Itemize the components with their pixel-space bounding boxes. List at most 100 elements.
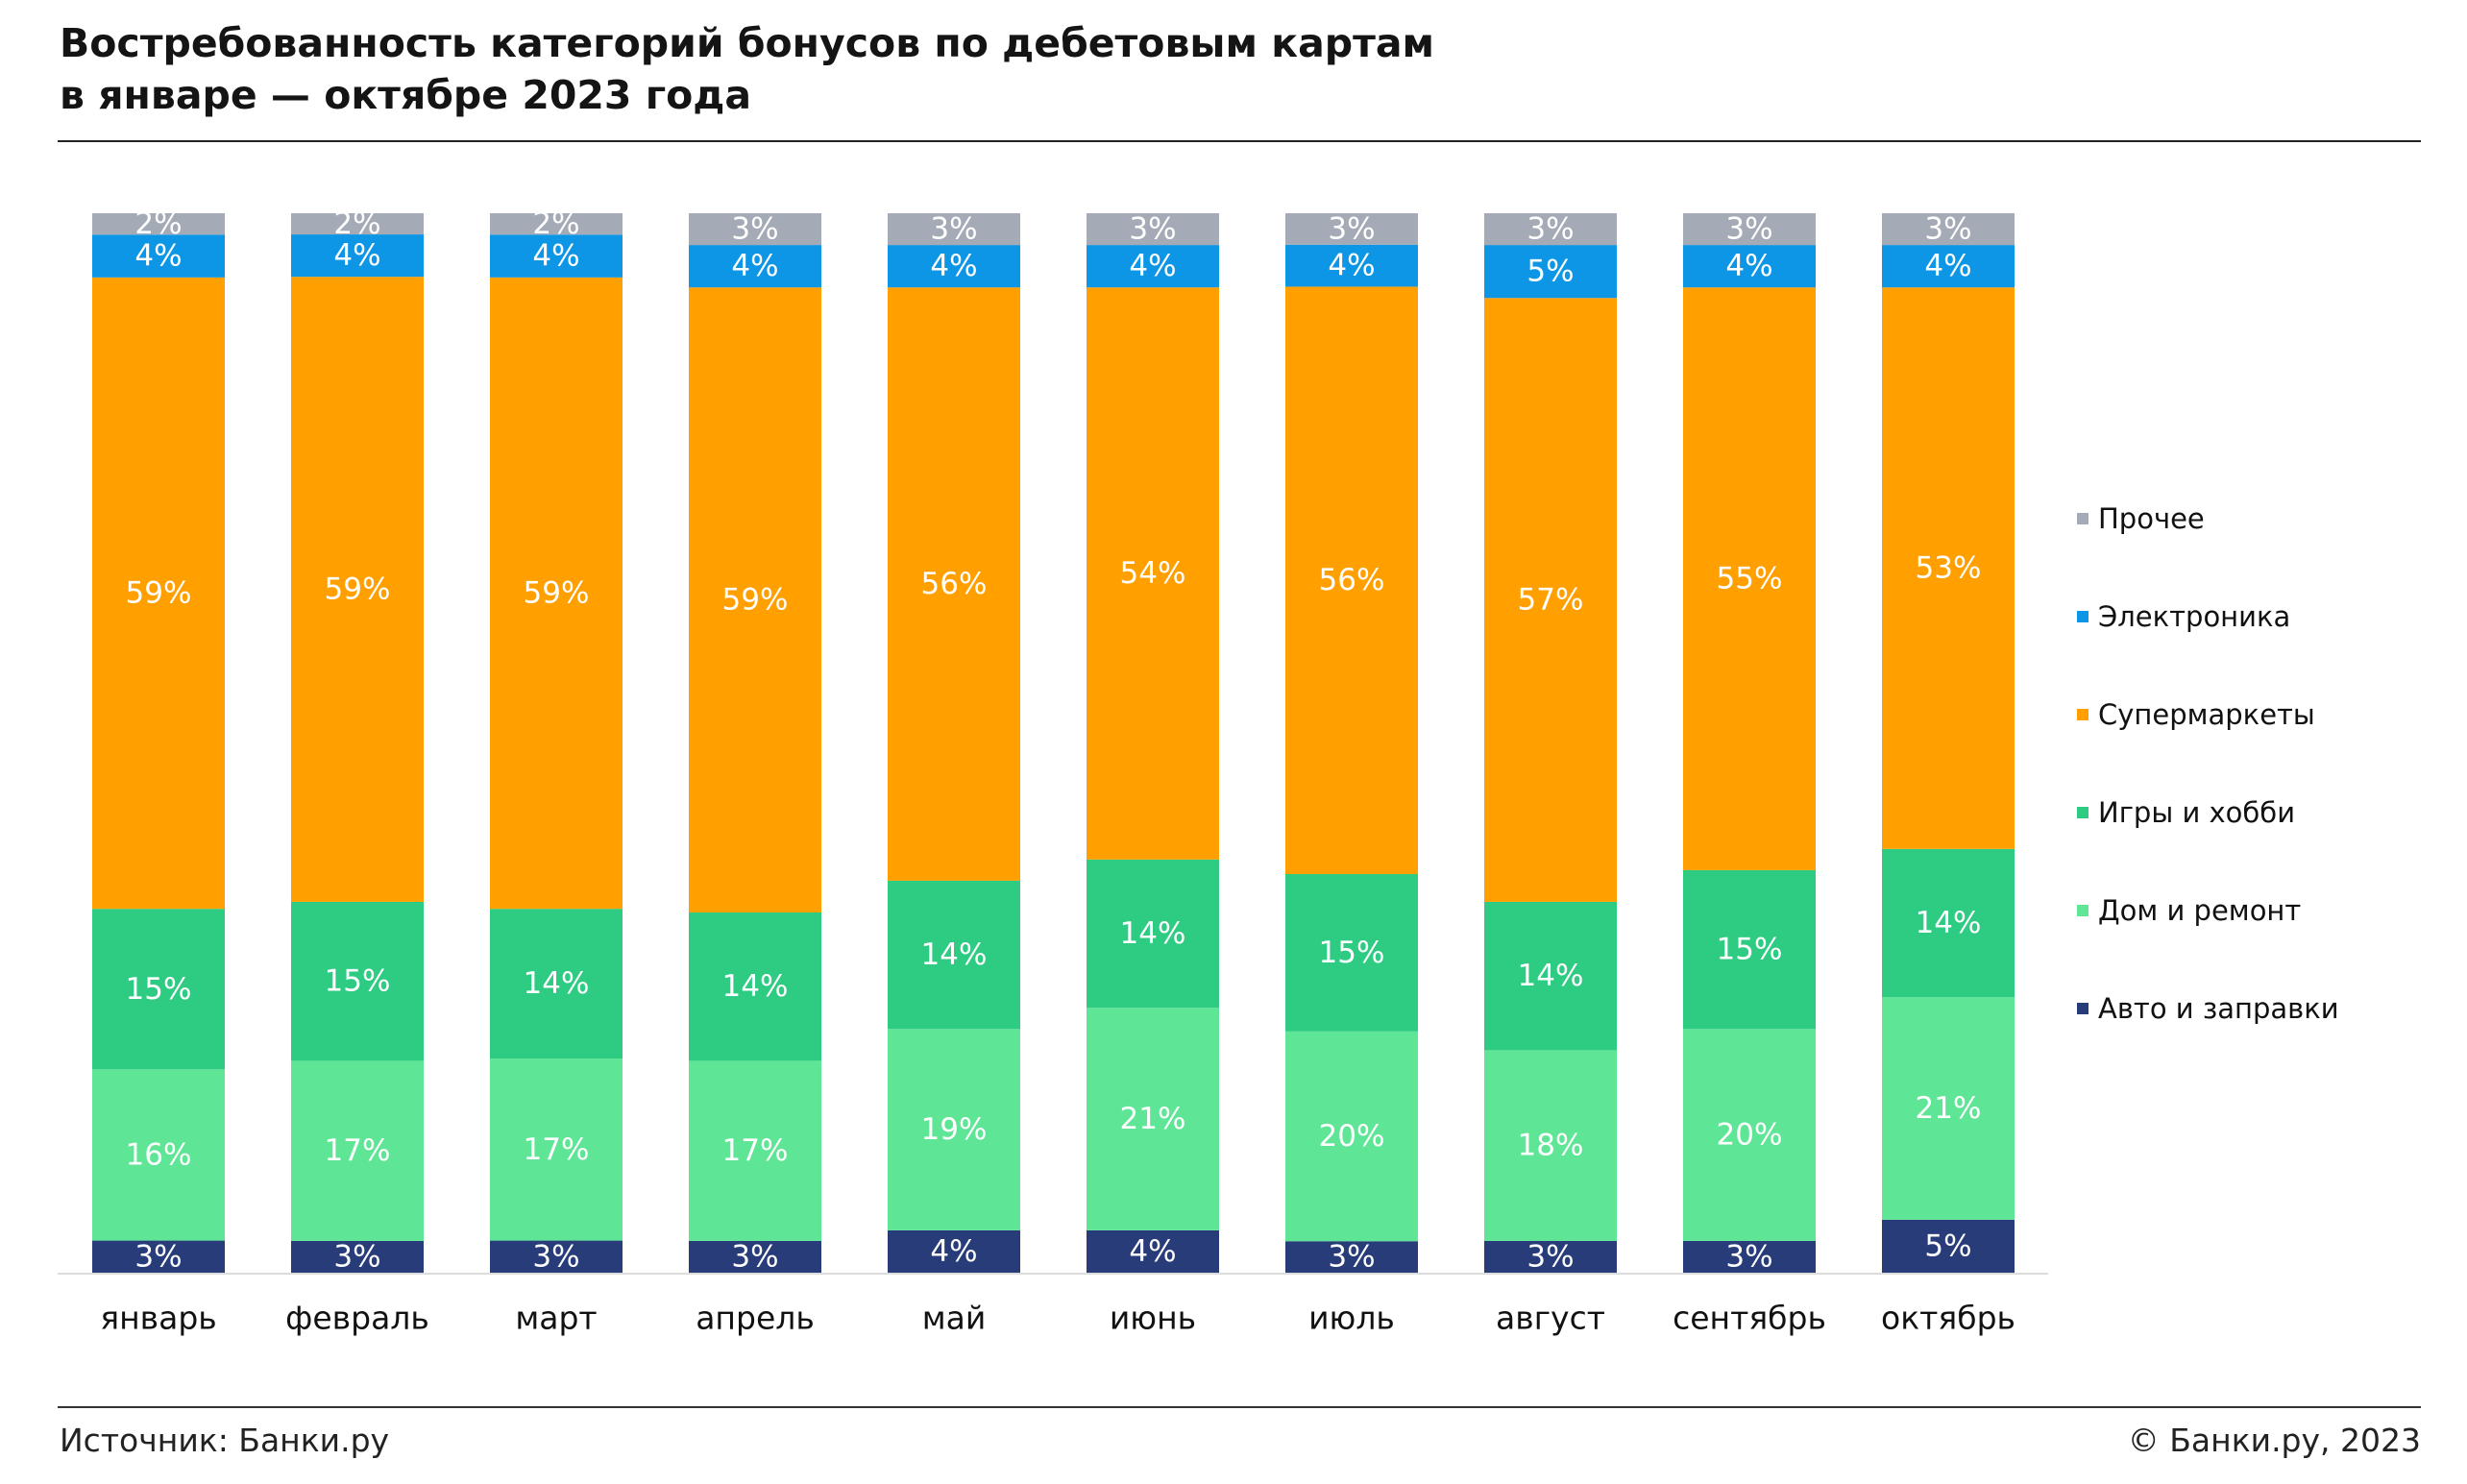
legend-label-other: Прочее <box>2098 502 2205 535</box>
x-tick-label-7: июль <box>1308 1300 1395 1337</box>
chart-title: Востребованность категорий бонусов по де… <box>60 17 1693 121</box>
data-label-supermarkets-8: 57% <box>1518 583 1584 618</box>
legend-swatch-games <box>2077 807 2088 818</box>
x-tick-label-5: май <box>922 1300 987 1337</box>
data-label-supermarkets-10: 53% <box>1916 551 1982 586</box>
data-label-home-8: 18% <box>1518 1129 1584 1163</box>
data-label-auto-6: 4% <box>1129 1234 1176 1269</box>
legend-swatch-other <box>2077 513 2088 524</box>
chart-title-line-1: Востребованность категорий бонусов по де… <box>60 20 1435 66</box>
data-label-games-9: 15% <box>1717 933 1783 967</box>
data-label-other-10: 3% <box>1924 212 1971 247</box>
bar-segment-home-9 <box>1683 1029 1816 1241</box>
x-tick-label-8: август <box>1496 1300 1605 1337</box>
bar-segment-auto-10 <box>1882 1219 2015 1273</box>
bar-segment-electronics-5 <box>888 245 1020 288</box>
data-label-home-1: 16% <box>126 1137 192 1172</box>
legend-label-games: Игры и хобби <box>2098 796 2296 829</box>
legend-swatch-electronics <box>2077 611 2088 622</box>
bar-segment-games-1 <box>92 909 225 1070</box>
bar-segment-other-6 <box>1087 213 1219 246</box>
data-label-supermarkets-3: 59% <box>524 576 590 611</box>
data-label-games-4: 14% <box>722 969 789 1004</box>
data-label-supermarkets-1: 59% <box>126 576 192 611</box>
data-label-electronics-6: 4% <box>1129 249 1176 283</box>
legend-swatch-home <box>2077 905 2088 916</box>
bar-segment-auto-1 <box>92 1240 225 1273</box>
bar-segment-games-3 <box>490 909 623 1059</box>
x-tick-label-1: январь <box>100 1300 217 1337</box>
bar-segment-auto-2 <box>291 1240 424 1273</box>
chart-title-line-2: в январе — октябре 2023 года <box>60 72 752 118</box>
data-label-auto-3: 3% <box>532 1239 579 1274</box>
data-label-other-5: 3% <box>930 212 977 247</box>
bar-segment-auto-6 <box>1087 1229 1219 1273</box>
bar-segment-games-9 <box>1683 869 1816 1030</box>
data-label-other-4: 3% <box>731 212 778 247</box>
data-label-other-6: 3% <box>1129 212 1176 247</box>
bar-segment-supermarkets-5 <box>888 287 1020 881</box>
legend-label-home: Дом и ремонт <box>2098 894 2302 927</box>
bar-segment-home-8 <box>1484 1050 1617 1241</box>
bar-segment-auto-8 <box>1484 1240 1617 1273</box>
bar-segment-other-3 <box>490 213 623 235</box>
data-label-auto-10: 5% <box>1924 1229 1971 1263</box>
x-tick-label-3: март <box>515 1300 597 1337</box>
data-label-other-1: 2% <box>134 207 182 241</box>
data-label-games-8: 14% <box>1518 959 1584 993</box>
bar-segment-other-10 <box>1882 213 2015 246</box>
bar-segment-supermarkets-2 <box>291 277 424 902</box>
data-label-electronics-7: 4% <box>1328 249 1375 283</box>
bar-segment-supermarkets-3 <box>490 277 623 910</box>
data-label-supermarkets-2: 59% <box>325 572 391 607</box>
bar-segment-home-10 <box>1882 997 2015 1220</box>
bar-segment-other-2 <box>291 213 424 235</box>
bar-segment-auto-7 <box>1285 1241 1418 1273</box>
bar-segment-supermarkets-1 <box>92 277 225 910</box>
data-label-home-10: 21% <box>1916 1091 1982 1126</box>
data-label-home-3: 17% <box>524 1132 590 1167</box>
data-label-electronics-8: 5% <box>1527 255 1574 289</box>
data-label-home-2: 17% <box>325 1133 391 1168</box>
bar-segment-supermarkets-7 <box>1285 286 1418 875</box>
bar-segment-supermarkets-9 <box>1683 287 1816 870</box>
x-tick-label-2: февраль <box>285 1300 429 1337</box>
data-label-games-3: 14% <box>524 966 590 1001</box>
bar-segment-home-4 <box>689 1060 821 1241</box>
legend-label-supermarkets: Супермаркеты <box>2098 698 2315 731</box>
data-label-electronics-1: 4% <box>134 239 182 274</box>
bar-segment-games-6 <box>1087 859 1219 1009</box>
data-label-other-9: 3% <box>1725 212 1772 247</box>
bar-segment-electronics-7 <box>1285 244 1418 287</box>
data-label-other-3: 2% <box>532 207 579 241</box>
copyright-note: © Банки.ру, 2023 <box>2127 1422 2421 1459</box>
data-label-games-2: 15% <box>325 964 391 999</box>
bar-segment-games-2 <box>291 901 424 1061</box>
x-tick-label-4: апрель <box>696 1300 815 1337</box>
legend-label-auto: Авто и заправки <box>2098 992 2339 1025</box>
data-label-other-8: 3% <box>1527 212 1574 247</box>
legend-label-electronics: Электроника <box>2098 600 2291 633</box>
bar-segment-games-10 <box>1882 848 2015 998</box>
bar-segment-electronics-10 <box>1882 245 2015 288</box>
stacked-bar-chart: 3%16%15%59%4%2%январь3%17%15%59%4%2%февр… <box>58 207 2048 1337</box>
bar-segment-electronics-8 <box>1484 245 1617 299</box>
data-label-games-5: 14% <box>921 937 988 972</box>
bar-segment-supermarkets-10 <box>1882 287 2015 849</box>
data-label-supermarkets-4: 59% <box>722 583 789 618</box>
bar-segment-other-7 <box>1285 213 1418 245</box>
bar-segment-auto-9 <box>1683 1240 1816 1273</box>
data-label-auto-4: 3% <box>731 1239 778 1274</box>
bar-segment-games-4 <box>689 912 821 1061</box>
source-note: Источник: Банки.ру <box>60 1422 390 1459</box>
x-tick-label-9: сентябрь <box>1673 1300 1826 1337</box>
data-label-games-6: 14% <box>1120 916 1186 951</box>
bar-segment-electronics-6 <box>1087 245 1219 288</box>
bar-segment-home-7 <box>1285 1031 1418 1242</box>
legend-swatch-supermarkets <box>2077 709 2088 720</box>
data-label-electronics-2: 4% <box>333 238 380 273</box>
data-label-games-10: 14% <box>1916 906 1982 940</box>
bar-segment-games-8 <box>1484 901 1617 1051</box>
data-label-electronics-9: 4% <box>1725 249 1772 283</box>
bar-segment-electronics-4 <box>689 245 821 288</box>
